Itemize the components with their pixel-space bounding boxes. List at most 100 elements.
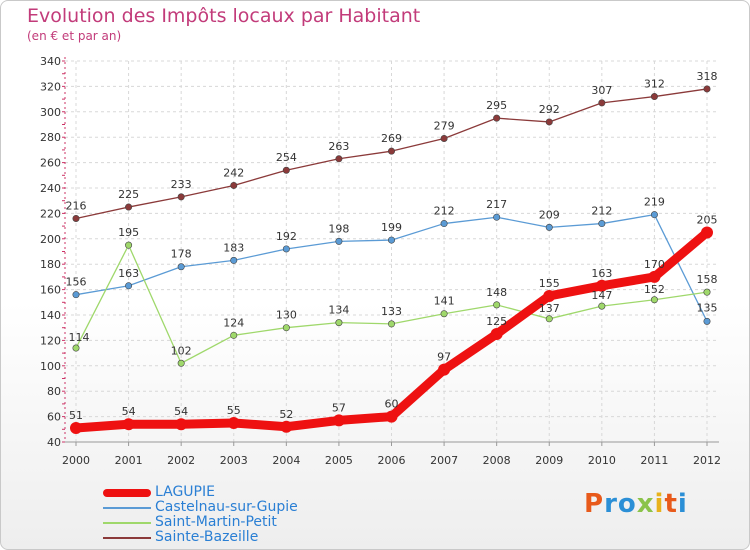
data-label: 292 bbox=[539, 103, 560, 116]
data-label: 57 bbox=[332, 401, 346, 414]
data-point bbox=[280, 420, 293, 433]
legend-label: Castelnau-sur-Gupie bbox=[155, 499, 298, 515]
y-tick-label: 280 bbox=[40, 131, 61, 144]
data-point bbox=[335, 237, 343, 245]
data-point bbox=[545, 315, 553, 323]
data-point bbox=[490, 328, 503, 341]
legend-swatch bbox=[103, 537, 151, 539]
y-tick-label: 340 bbox=[40, 55, 61, 68]
data-point bbox=[440, 134, 448, 142]
data-point bbox=[440, 220, 448, 228]
data-point bbox=[177, 193, 185, 201]
y-tick-label: 40 bbox=[47, 436, 61, 449]
x-tick-label: 2002 bbox=[167, 454, 195, 467]
data-label: 54 bbox=[122, 405, 136, 418]
y-tick-label: 60 bbox=[47, 411, 61, 424]
x-tick-label: 2004 bbox=[272, 454, 300, 467]
data-label: 55 bbox=[227, 404, 241, 417]
y-tick-label: 320 bbox=[40, 80, 61, 93]
x-tick-label: 2008 bbox=[483, 454, 511, 467]
data-point bbox=[70, 422, 82, 435]
data-point bbox=[282, 324, 290, 332]
data-point bbox=[177, 263, 185, 271]
y-tick-label: 260 bbox=[40, 157, 61, 170]
data-point bbox=[177, 359, 185, 367]
data-label: 279 bbox=[434, 119, 455, 132]
data-label: 52 bbox=[279, 408, 293, 421]
data-point bbox=[72, 291, 80, 299]
data-point bbox=[122, 418, 135, 431]
legend-item-sainte-bazeille[interactable]: Sainte-Bazeille bbox=[103, 529, 363, 545]
x-tick-label: 2001 bbox=[115, 454, 143, 467]
legend-item-castelnau[interactable]: Castelnau-sur-Gupie bbox=[103, 499, 363, 515]
x-tick-label: 2010 bbox=[588, 454, 616, 467]
data-point bbox=[72, 344, 80, 352]
data-point bbox=[282, 245, 290, 253]
y-tick-label: 160 bbox=[40, 284, 61, 297]
y-tick-label: 140 bbox=[40, 309, 61, 322]
data-label: 198 bbox=[328, 222, 349, 235]
data-point bbox=[385, 410, 398, 423]
x-tick-label: 2009 bbox=[535, 454, 563, 467]
data-label: 192 bbox=[276, 230, 297, 243]
legend-item-lagupie[interactable]: LAGUPIE bbox=[103, 484, 363, 500]
data-point bbox=[493, 301, 501, 309]
data-point bbox=[493, 114, 501, 122]
data-point bbox=[701, 226, 713, 239]
data-point bbox=[230, 331, 238, 339]
x-tick-label: 2005 bbox=[325, 454, 353, 467]
data-label: 158 bbox=[697, 273, 718, 286]
data-point bbox=[438, 363, 451, 376]
logo-letter: o bbox=[617, 489, 637, 519]
y-tick-label: 300 bbox=[40, 106, 61, 119]
data-label: 307 bbox=[591, 84, 612, 97]
data-label: 242 bbox=[223, 166, 244, 179]
chart-subtitle: (en € et par an) bbox=[27, 29, 122, 43]
data-label: 135 bbox=[697, 301, 718, 314]
data-label: 263 bbox=[328, 140, 349, 153]
data-label: 318 bbox=[697, 70, 718, 83]
logo-letter: r bbox=[604, 489, 618, 519]
legend-label: Sainte-Bazeille bbox=[155, 529, 259, 545]
legend-label: LAGUPIE bbox=[155, 484, 215, 500]
data-point bbox=[543, 289, 556, 302]
legend: LAGUPIE Castelnau-sur-Gupie Saint-Martin… bbox=[103, 484, 363, 545]
logo-letter: t bbox=[664, 489, 678, 519]
data-label: 312 bbox=[644, 78, 665, 91]
data-label: 54 bbox=[174, 405, 188, 418]
data-label: 114 bbox=[69, 331, 90, 344]
data-label: 147 bbox=[591, 289, 612, 302]
data-label: 254 bbox=[276, 151, 297, 164]
legend-swatch bbox=[103, 507, 151, 509]
data-point bbox=[598, 99, 606, 107]
data-point bbox=[493, 213, 501, 221]
legend-item-saint-martin[interactable]: Saint-Martin-Petit bbox=[103, 514, 363, 530]
data-label: 163 bbox=[591, 267, 612, 280]
x-tick-label: 2000 bbox=[62, 454, 90, 467]
data-point bbox=[230, 256, 238, 264]
data-label: 225 bbox=[118, 188, 139, 201]
data-label: 195 bbox=[118, 226, 139, 239]
data-label: 130 bbox=[276, 309, 297, 322]
data-label: 212 bbox=[434, 205, 455, 218]
data-point bbox=[227, 416, 240, 429]
data-label: 183 bbox=[223, 241, 244, 254]
data-point bbox=[703, 317, 711, 325]
data-point bbox=[282, 166, 290, 174]
data-point bbox=[595, 279, 608, 292]
data-label: 178 bbox=[171, 248, 192, 261]
data-label: 209 bbox=[539, 208, 560, 221]
data-label: 216 bbox=[66, 199, 87, 212]
data-label: 137 bbox=[539, 302, 560, 315]
x-tick-label: 2012 bbox=[693, 454, 721, 467]
data-point bbox=[175, 418, 188, 431]
data-label: 125 bbox=[486, 315, 507, 328]
y-tick-label: 220 bbox=[40, 207, 61, 220]
data-label: 233 bbox=[171, 178, 192, 191]
logo-letter: x bbox=[636, 489, 655, 519]
legend-swatch bbox=[103, 522, 151, 524]
data-point bbox=[545, 118, 553, 126]
data-label: 217 bbox=[486, 198, 507, 211]
chart-title: Evolution des Impôts locaux par Habitant bbox=[27, 5, 421, 27]
